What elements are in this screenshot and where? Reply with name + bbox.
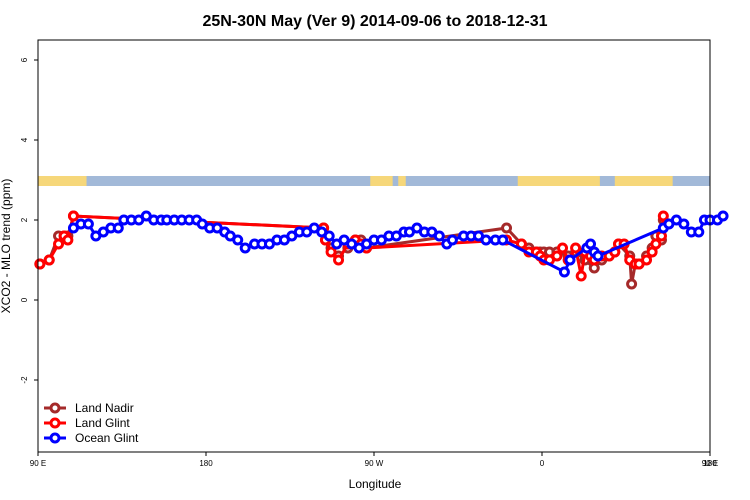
legend-item: Land Glint — [44, 416, 130, 430]
y-axis: -2 0 2 4 6 — [20, 57, 38, 384]
data-point — [575, 270, 587, 282]
legend-label: Land Glint — [75, 416, 130, 430]
legend-item: Land Nadir — [44, 401, 134, 415]
data-point — [626, 278, 638, 290]
land-segment — [370, 176, 393, 186]
y-tick-label: 6 — [20, 57, 29, 62]
x-tick-label: 90 W — [365, 459, 384, 468]
y-tick-label: 0 — [20, 297, 29, 302]
data-point — [558, 266, 570, 278]
data-point — [693, 226, 705, 238]
data-point — [592, 250, 604, 262]
land-segment — [614, 176, 673, 186]
x-tick-label: 90 E — [30, 459, 46, 468]
data-point — [570, 242, 582, 254]
data-point — [657, 210, 669, 222]
data-point — [323, 230, 335, 242]
x-tick-label: 90 E — [702, 459, 718, 468]
land-segment — [38, 176, 87, 186]
x-tick-label: 180 — [199, 459, 213, 468]
data-point — [497, 234, 509, 246]
data-point — [650, 238, 662, 250]
land-segment — [517, 176, 600, 186]
data-point — [325, 246, 337, 258]
data-point — [564, 254, 576, 266]
legend-marker — [49, 402, 61, 414]
data-point — [62, 234, 74, 246]
y-tick-label: 2 — [20, 217, 29, 222]
data-point — [641, 254, 653, 266]
x-tick-label: 0 — [540, 459, 545, 468]
data-point — [557, 242, 569, 254]
y-tick-label: -2 — [20, 376, 29, 384]
data-point — [67, 210, 79, 222]
data-point — [551, 250, 563, 262]
data-point — [34, 258, 46, 270]
land-segment — [398, 176, 406, 186]
data-point — [53, 238, 65, 250]
data-point — [43, 254, 55, 266]
data-point — [333, 254, 345, 266]
x-tick-label: 180 — [703, 459, 717, 468]
data-point — [678, 218, 690, 230]
data-point — [717, 210, 729, 222]
data-point — [446, 234, 458, 246]
legend-item: Ocean Glint — [44, 431, 139, 445]
legend-label: Ocean Glint — [75, 431, 139, 445]
data-point — [82, 218, 94, 230]
data-point — [232, 234, 244, 246]
data-point — [112, 222, 124, 234]
y-tick-label: 4 — [20, 137, 29, 142]
data-point — [501, 222, 513, 234]
data-point — [433, 230, 445, 242]
chart-title: 25N-30N May (Ver 9) 2014-09-06 to 2018-1… — [202, 13, 547, 30]
legend-label: Land Nadir — [75, 401, 134, 415]
data-point — [515, 238, 527, 250]
x-axis-label: Longitude — [349, 477, 402, 491]
data-point — [239, 242, 251, 254]
y-axis-label: XCO2 - MLO trend (ppm) — [0, 179, 13, 314]
data-point — [480, 234, 492, 246]
legend-marker — [49, 417, 61, 429]
series-ocean-glint — [67, 210, 729, 278]
legend-marker — [49, 432, 61, 444]
land-ocean-mask — [38, 176, 710, 186]
series-layer — [34, 210, 729, 290]
